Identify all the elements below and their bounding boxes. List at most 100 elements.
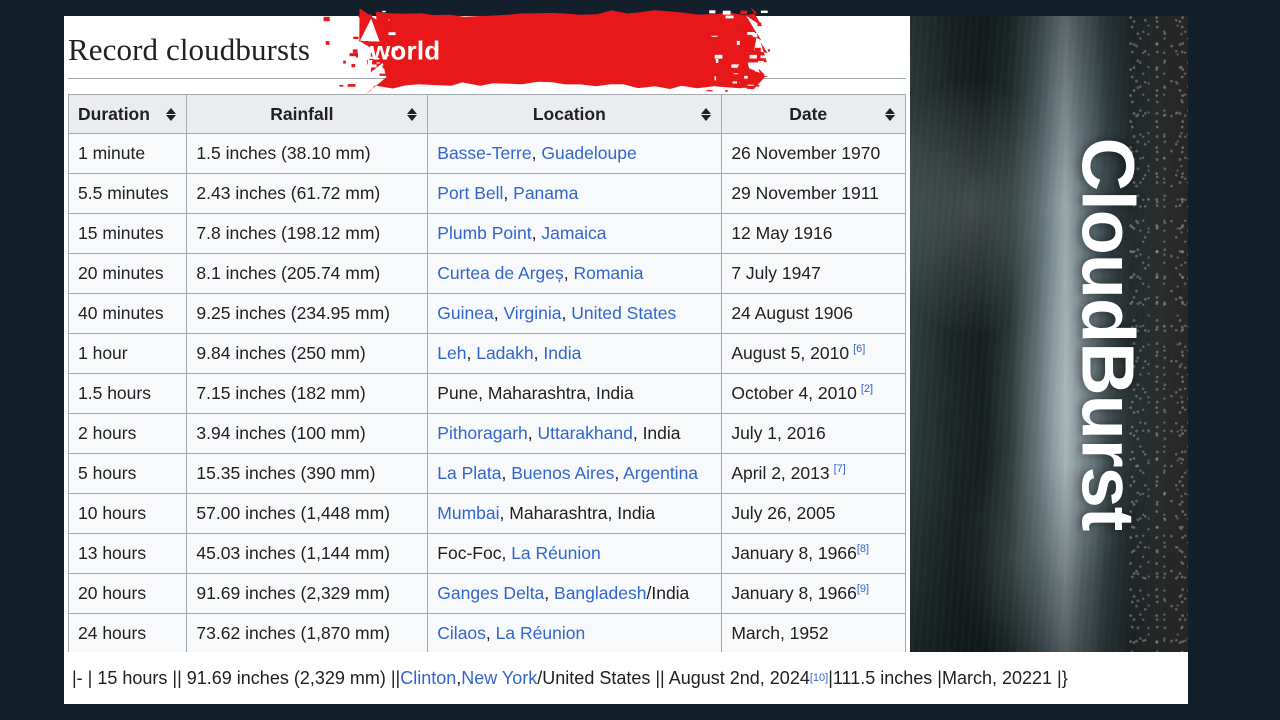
location-link[interactable]: Port Bell xyxy=(437,183,504,203)
location-link[interactable]: Romania xyxy=(573,263,644,283)
reference-link[interactable]: [2] xyxy=(860,383,874,396)
brush-fleck xyxy=(706,90,713,92)
location-link[interactable]: Cilaos xyxy=(437,623,486,643)
brush-stroke-shape xyxy=(322,8,770,94)
location-link[interactable]: Virginia xyxy=(503,303,562,323)
brush-fleck xyxy=(343,60,346,64)
brush-fleck xyxy=(350,90,356,94)
location-link[interactable]: Basse-Terre xyxy=(437,143,532,163)
brush-fleck xyxy=(715,59,719,63)
sort-diamond-icon[interactable] xyxy=(166,107,177,121)
location-link[interactable]: Jamaica xyxy=(541,223,607,243)
brush-fleck xyxy=(366,60,368,65)
cell-location: Pune, Maharashtra, India xyxy=(427,373,723,414)
brush-fleck xyxy=(359,60,367,65)
cell-rainfall: 45.03 inches (1,144 mm) xyxy=(186,533,429,574)
brush-fleck xyxy=(355,52,358,57)
table-row: 20 hours 91.69 inches (2,329 mm) Ganges De… xyxy=(67,573,906,614)
brush-fleck xyxy=(327,64,335,68)
cell-location: La Plata, Buenos Aires, Argentina xyxy=(427,453,723,494)
cell-rainfall: 3.94 inches (100 mm) xyxy=(186,413,429,454)
cell-location: Pithoragarh, Uttarakhand, India xyxy=(427,413,723,454)
cell-location: Curtea de Argeș, Romania xyxy=(427,253,723,294)
table-row: 1 minute 1.5 inches (38.10 mm) Basse-Terre… xyxy=(67,133,906,174)
reference-link[interactable]: [9] xyxy=(856,583,870,596)
table-row: 5.5 minutes 2.43 inches (61.72 mm) Port Be… xyxy=(67,173,906,214)
table-row: 24 hours 73.62 inches (1,870 mm) Cilaos, L… xyxy=(67,613,906,652)
sort-diamond-icon[interactable] xyxy=(885,107,896,121)
cell-rainfall: 7.15 inches (182 mm) xyxy=(186,373,429,414)
cell-rainfall: 91.69 inches (2,329 mm) xyxy=(186,573,429,614)
location-link[interactable]: Argentina xyxy=(623,463,699,483)
brush-fleck xyxy=(391,47,398,51)
brush-fleck xyxy=(322,64,330,66)
cell-rainfall: 7.8 inches (198.12 mm) xyxy=(186,213,429,254)
brush-fleck xyxy=(323,16,330,22)
location-link[interactable]: La Réunion xyxy=(495,623,586,643)
brush-fleck xyxy=(349,53,356,57)
brush-fleck xyxy=(368,14,372,19)
brush-fleck xyxy=(379,73,387,76)
cell-location: Mumbai, Maharashtra, India xyxy=(427,493,723,534)
brush-fleck xyxy=(747,22,751,25)
cell-date: 24 August 1906 xyxy=(721,293,906,334)
table-row: 20 minutes 8.1 inches (205.74 mm) Curtea d… xyxy=(67,253,906,294)
brush-fleck xyxy=(737,80,740,85)
photo-rock-edge xyxy=(1094,16,1188,652)
location-link[interactable]: La Plata xyxy=(437,463,502,483)
column-header-date[interactable]: Date xyxy=(721,94,906,134)
location-link[interactable]: La Réunion xyxy=(511,543,601,563)
brush-fleck xyxy=(369,58,377,60)
cell-location: Plumb Point, Jamaica xyxy=(427,213,723,254)
photo-label-container: CloudBurst xyxy=(1028,16,1188,652)
location-link[interactable]: Bangladesh xyxy=(554,583,647,603)
cell-duration: 5.5 minutes xyxy=(67,173,188,214)
column-header-rainfall[interactable]: Rainfall xyxy=(186,94,429,134)
location-link[interactable]: Plumb Point xyxy=(437,223,532,243)
location-link[interactable]: India xyxy=(543,343,582,363)
brush-fleck xyxy=(750,58,759,62)
brush-fleck xyxy=(339,84,344,87)
location-link[interactable]: Panama xyxy=(513,183,579,203)
location-link[interactable]: Mumbai xyxy=(437,503,500,523)
location-link[interactable]: Buenos Aires xyxy=(511,463,615,483)
brush-fleck xyxy=(355,47,358,51)
footer-link[interactable]: Clinton xyxy=(400,667,457,688)
location-link[interactable]: Guinea xyxy=(437,303,494,323)
location-link[interactable]: Pithoragarh xyxy=(437,423,528,443)
cell-rainfall: 57.00 inches (1,448 mm) xyxy=(186,493,429,534)
cell-duration: 20 hours xyxy=(67,573,188,614)
brush-fleck xyxy=(388,19,390,21)
location-link[interactable]: Guadeloupe xyxy=(541,143,637,163)
location-link[interactable]: Leh xyxy=(437,343,467,363)
reference-link[interactable]: [8] xyxy=(856,543,870,556)
column-header-duration[interactable]: Duration xyxy=(67,94,188,134)
cell-duration: 20 minutes xyxy=(67,253,188,294)
cell-date: July 1, 2016 xyxy=(721,413,906,454)
brush-fleck xyxy=(715,34,724,37)
brush-fleck xyxy=(749,54,757,59)
brush-fleck xyxy=(717,35,725,38)
location-link[interactable]: United States xyxy=(571,303,677,323)
brush-fleck xyxy=(725,15,734,19)
overlay-banner-label: world xyxy=(370,35,441,66)
brush-fleck xyxy=(725,40,731,43)
location-link[interactable]: Ganges Delta xyxy=(437,583,545,603)
reference-link[interactable]: [7] xyxy=(833,463,846,476)
sort-diamond-icon[interactable] xyxy=(407,107,418,121)
location-link[interactable]: Ladakh xyxy=(476,343,534,363)
cell-rainfall: 1.5 inches (38.10 mm) xyxy=(186,133,429,174)
cell-date: 29 November 1911 xyxy=(721,173,906,214)
brush-fleck xyxy=(366,56,372,59)
table-row: 1.5 hours 7.15 inches (182 mm) Pune, Mahar… xyxy=(67,373,906,414)
column-header-location[interactable]: Location xyxy=(427,94,723,134)
reference-link[interactable]: [6] xyxy=(853,343,866,356)
location-link[interactable]: Curtea de Argeș xyxy=(437,263,564,283)
cell-duration: 40 minutes xyxy=(67,293,188,334)
brush-fleck xyxy=(725,90,728,92)
brush-fleck xyxy=(708,22,713,26)
table-row: 15 minutes 7.8 inches (198.12 mm) Plumb Po… xyxy=(67,213,906,254)
sort-diamond-icon[interactable] xyxy=(701,107,712,121)
location-link[interactable]: Uttarakhand xyxy=(537,423,633,443)
footer-link[interactable]: New York xyxy=(461,667,538,688)
